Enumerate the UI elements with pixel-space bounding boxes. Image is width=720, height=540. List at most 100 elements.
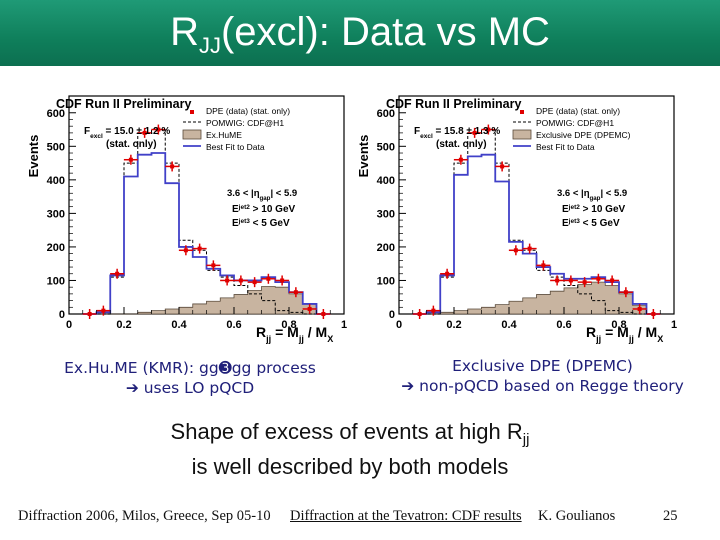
- cut-et-jet3-part: < 5 GeV: [250, 218, 290, 229]
- caption-exhume: Ex.Hu.ME (KMR): gg➌gg process ➔ uses LO …: [40, 358, 340, 398]
- x-axis-title-part: / M: [304, 324, 327, 340]
- cut-et-jet3-part: jet3: [568, 218, 581, 225]
- data-point: [211, 263, 216, 268]
- plot-frame: [398, 95, 675, 315]
- x-axis-title-part: X: [327, 334, 333, 344]
- data-point: [445, 271, 450, 276]
- data-point: [582, 280, 587, 285]
- y-tick-label: 600: [377, 108, 395, 120]
- legend-label: Best Fit to Data: [536, 142, 595, 152]
- x-tick-label: 0.8: [611, 319, 626, 331]
- x-axis-title-part: jj: [265, 334, 271, 344]
- data-point: [197, 246, 202, 251]
- summary-text: Shape of excess of events at high Rjj is…: [100, 418, 600, 480]
- y-axis-title: Events: [26, 135, 41, 178]
- data-point: [513, 248, 518, 253]
- legend-marker-mc: [182, 129, 202, 140]
- y-tick-label: 600: [47, 108, 65, 120]
- data-point: [637, 306, 642, 311]
- x-tick-label: 0: [396, 319, 402, 331]
- x-axis-title-part: / M: [634, 324, 657, 340]
- x-axis-title-part: = M: [271, 324, 299, 340]
- x-tick-label: 0.6: [556, 319, 571, 331]
- x-tick-label: 0: [66, 319, 72, 331]
- best-fit-histogram: [82, 152, 331, 315]
- legend-label: Best Fit to Data: [206, 142, 265, 152]
- legend-label: Exclusive DPE (DPEMC): [536, 130, 631, 140]
- cut-et-jet2: Ejet2 > 10 GeV: [562, 204, 626, 216]
- data-point: [610, 278, 615, 283]
- fraction-text-part: excl: [420, 133, 433, 140]
- cut-et-jet3-part: E: [232, 218, 239, 229]
- x-axis-title: Rjj = Mjj / MX: [256, 324, 333, 344]
- y-tick-label: 500: [377, 141, 395, 153]
- data-point: [101, 308, 106, 313]
- x-tick-label: 1: [671, 319, 677, 331]
- data-point: [252, 280, 257, 285]
- cut-eta-gap-part: | < 5.9: [600, 188, 627, 199]
- summary-line2: is well described by both models: [191, 454, 509, 479]
- summary-line1: Shape of excess of events at high Rjj: [100, 418, 600, 453]
- title-bar: [0, 0, 720, 66]
- x-axis-title-part: R: [586, 324, 596, 340]
- cut-et-jet2-part: E: [232, 204, 239, 215]
- cut-et-jet3-part: E: [562, 218, 569, 229]
- data-point: [115, 271, 120, 276]
- plot-dpemc: 0 100 200 300 400 500 600 0 0.2 0.4 0.6 0.8 1 Events R…: [354, 86, 684, 348]
- legend-label: POMWIG: CDF@H1: [536, 118, 614, 128]
- cut-et-jet3: Ejet3 < 5 GeV: [232, 218, 290, 230]
- summary-line1-sub: jj: [522, 431, 530, 448]
- fraction-text-part: F: [414, 126, 420, 137]
- plot-frame: [68, 95, 345, 315]
- chart-svg-1: 0 100 200 300 400 500 600 0 0.2 0.4 0.6 0.8 1 Events R…: [356, 95, 677, 344]
- data-point: [486, 127, 491, 132]
- legend-label: Ex.HuME: [206, 130, 242, 140]
- data-point: [321, 312, 326, 316]
- x-tick-label: 0.4: [501, 319, 517, 331]
- data-point: [541, 263, 546, 268]
- data-point: [568, 278, 573, 283]
- x-axis-title-part: jj: [298, 334, 304, 344]
- data-point: [280, 278, 285, 283]
- cut-et-jet2-part: > 10 GeV: [580, 204, 626, 215]
- data-point: [623, 290, 628, 295]
- data-point: [293, 290, 298, 295]
- title-rest: (excl): Data vs MC: [220, 10, 550, 54]
- caption-dpemc-line2: ➔ non-pQCD based on Regge theory: [401, 377, 684, 395]
- caption-dpemc: Exclusive DPE (DPEMC) ➔ non-pQCD based o…: [370, 356, 715, 396]
- cut-et-jet3-part: < 5 GeV: [580, 218, 620, 229]
- data-point: [307, 306, 312, 311]
- cut-et-jet2-part: E: [562, 204, 569, 215]
- cut-et-jet2-part: > 10 GeV: [250, 204, 296, 215]
- x-tick-label: 0.2: [446, 319, 461, 331]
- data-point: [596, 276, 601, 281]
- y-tick-label: 300: [377, 208, 395, 220]
- data-point: [500, 164, 505, 169]
- legend-marker-data: [190, 110, 194, 114]
- data-points: [82, 124, 331, 319]
- data-point: [527, 246, 532, 251]
- data-point: [651, 312, 656, 316]
- fraction-text-part: = 15.0 ± 1.2 %: [103, 126, 171, 137]
- legend-label: POMWIG: CDF@H1: [206, 118, 284, 128]
- cut-eta-gap-part: 3.6 < |η: [557, 188, 590, 199]
- chart-title: CDF Run II Preliminary: [386, 97, 521, 111]
- y-tick-label: 0: [389, 309, 395, 321]
- cut-et-jet3-part: jet3: [238, 218, 251, 225]
- cut-et-jet2: Ejet2 > 10 GeV: [232, 204, 296, 216]
- best-fit-histogram: [412, 153, 661, 315]
- footer-talk-link[interactable]: Diffraction at the Tevatron: CDF results: [290, 508, 522, 524]
- cut-et-jet2-part: jet2: [568, 204, 581, 211]
- legend-marker-data: [520, 110, 524, 114]
- fraction-text: Fexcl = 15.0 ± 1.2 %: [84, 126, 170, 140]
- data-points: [412, 124, 661, 319]
- data-point: [142, 130, 147, 135]
- data-point: [87, 312, 92, 316]
- caption-exhume-line1: Ex.Hu.ME (KMR): gg➌gg process: [64, 359, 316, 377]
- y-tick-label: 400: [47, 175, 65, 187]
- x-axis-title-part: jj: [628, 334, 634, 344]
- cut-eta-gap-part: 3.6 < |η: [227, 188, 260, 199]
- x-axis-title-part: jj: [595, 334, 601, 344]
- plot-exhume: 0 100 200 300 400 500 600 0 0.2 0.4 0.6 0.8 1 Events R…: [24, 86, 354, 348]
- footer-author: K. Goulianos: [538, 508, 616, 524]
